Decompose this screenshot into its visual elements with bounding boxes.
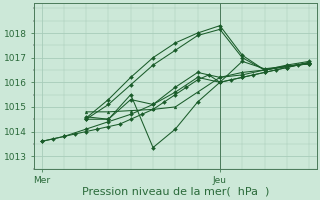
- X-axis label: Pression niveau de la mer(  hPa  ): Pression niveau de la mer( hPa ): [82, 187, 269, 197]
